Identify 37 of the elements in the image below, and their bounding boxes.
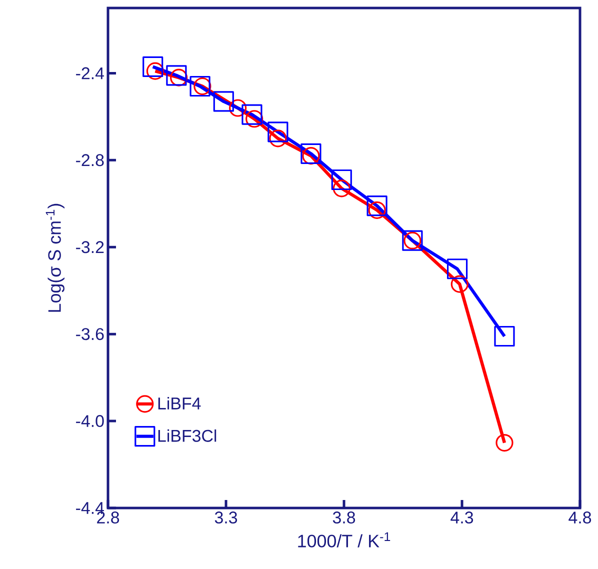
- point: [268, 122, 288, 142]
- x-tick-label: 4.8: [568, 512, 592, 524]
- point: [300, 143, 322, 164]
- point: [170, 68, 188, 86]
- point: [194, 77, 212, 96]
- point: [494, 326, 515, 347]
- point: [146, 62, 164, 80]
- point: [229, 99, 247, 117]
- point: [213, 91, 234, 112]
- point: [331, 169, 352, 190]
- x-tick-label: 3.8: [332, 512, 356, 524]
- y-tick-label: -4.4: [76, 502, 104, 514]
- x-axis-title: 1000/T / K$^{-1}$: [298, 532, 390, 548]
- point: [368, 201, 386, 219]
- y-tick-label: -2.4: [76, 67, 104, 80]
- legend-label: LiBF4: [158, 397, 201, 410]
- y-tick-label: -3.2: [76, 241, 104, 254]
- point: [446, 258, 468, 280]
- x-tick-label: 4.3: [450, 512, 474, 524]
- point: [496, 434, 514, 452]
- point: [242, 104, 262, 125]
- y-tick-label: -4.0: [76, 415, 104, 428]
- point: [246, 110, 264, 128]
- y-axis-title: Log(σ S cm$^{-1}$): [46, 204, 64, 312]
- point: [142, 56, 164, 77]
- point: [302, 147, 320, 165]
- y-tick-label: -3.6: [76, 328, 104, 340]
- point: [166, 65, 187, 86]
- point: [450, 275, 468, 293]
- legend-label: LiBF3Cl: [158, 429, 216, 442]
- point: [269, 130, 287, 148]
- point: [190, 76, 210, 97]
- point: [332, 180, 350, 198]
- x-tick-label: 2.8: [97, 512, 120, 524]
- point: [366, 196, 388, 216]
- y-tick-label: -2.8: [76, 154, 104, 166]
- x-tick-label: 3.3: [214, 512, 238, 524]
